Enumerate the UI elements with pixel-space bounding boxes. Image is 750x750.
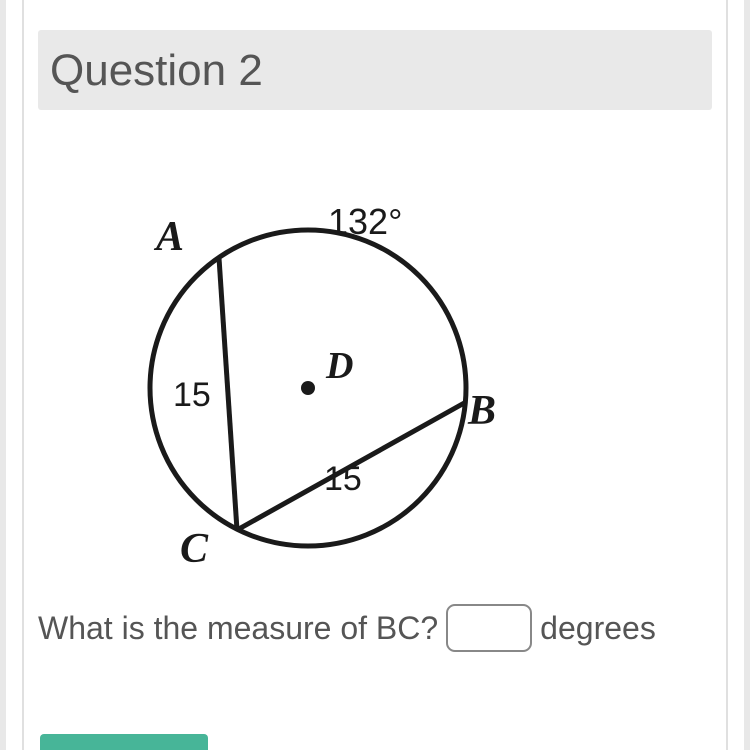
point-d-label: D (325, 345, 353, 387)
question-prompt-row: What is the measure of BC? degrees (38, 604, 712, 652)
answer-input[interactable] (446, 604, 532, 652)
point-b-label: B (467, 388, 496, 434)
geometry-diagram: A B C D 15 15 132° (38, 130, 712, 600)
question-header: Question 2 (38, 30, 712, 110)
length-cb: 15 (324, 460, 362, 498)
unit-label: degrees (540, 610, 656, 647)
point-a-label: A (153, 214, 184, 260)
center-point (301, 381, 315, 395)
question-title: Question 2 (50, 46, 692, 96)
arc-label: 132° (328, 201, 402, 242)
point-c-label: C (180, 526, 209, 572)
chord-ac (219, 258, 237, 530)
length-ac: 15 (173, 376, 211, 414)
submit-button[interactable] (40, 734, 208, 750)
prompt-text: What is the measure of BC? (38, 610, 438, 647)
